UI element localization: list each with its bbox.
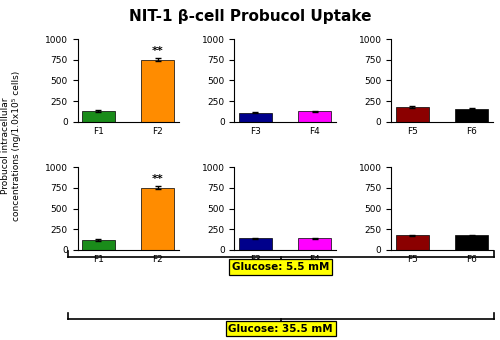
Bar xyxy=(82,240,115,250)
Bar xyxy=(298,112,331,122)
Bar xyxy=(142,188,174,250)
Bar xyxy=(396,235,428,250)
Bar xyxy=(396,107,428,122)
Bar xyxy=(455,108,488,122)
Bar xyxy=(455,235,488,250)
Text: **: ** xyxy=(152,46,164,56)
Bar xyxy=(239,238,272,250)
Text: Glucose: 5.5 mM: Glucose: 5.5 mM xyxy=(232,262,330,272)
Bar xyxy=(298,238,331,250)
Text: NIT-1 β-cell Probucol Uptake: NIT-1 β-cell Probucol Uptake xyxy=(129,8,371,23)
Text: Probucol intracellular
concentrations (ng/1.0x10⁵ cells): Probucol intracellular concentrations (n… xyxy=(2,71,20,221)
Text: **: ** xyxy=(152,174,164,184)
Bar xyxy=(239,113,272,122)
Bar xyxy=(142,60,174,122)
Text: Glucose: 35.5 mM: Glucose: 35.5 mM xyxy=(228,324,333,334)
Bar xyxy=(82,111,115,122)
